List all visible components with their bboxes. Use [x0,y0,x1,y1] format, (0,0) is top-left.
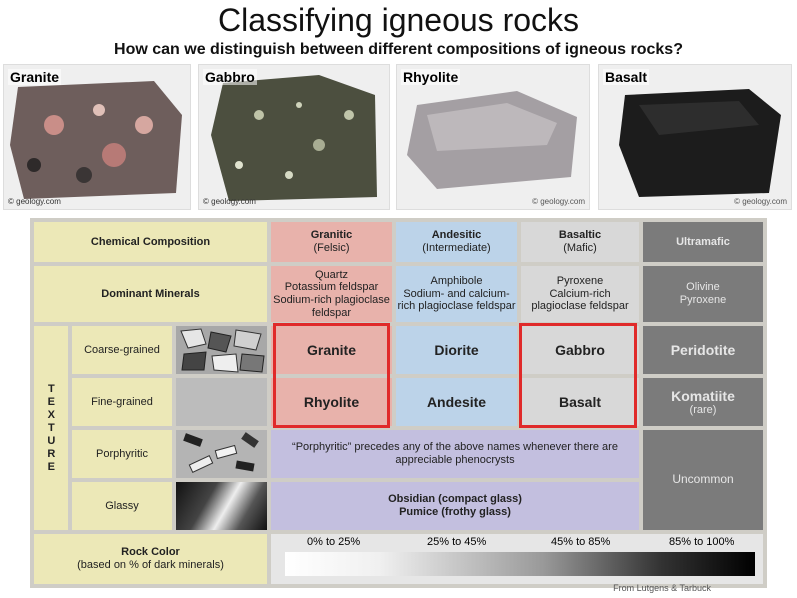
chemical-composition-header: Chemical Composition [34,222,267,262]
texture-label: TEXTURE [34,326,68,530]
felsic-highlight-box [273,323,390,428]
rock-color-title: Rock Color [121,546,180,559]
rock-color-sub: (based on % of dark minerals) [77,559,224,571]
photo-credit: © geology.com [203,197,256,206]
color-range-4: 85% to 100% [669,536,735,548]
rock-color-header: Rock Color (based on % of dark minerals) [34,534,267,584]
rock-basalt: Basalt [521,378,639,426]
porphyritic-texture-swatch [176,430,267,478]
obsidian-text: Obsidian (compact glass) [388,493,522,506]
color-range-3: 45% to 85% [551,536,611,548]
rock-komatiite: Komatiite (rare) [643,378,763,426]
photo-credit: © geology.com [8,197,61,206]
andesitic-header: Andesitic (Intermediate) [396,222,517,262]
dominant-minerals-header: Dominant Minerals [34,266,267,322]
mafic-highlight-box [519,323,637,428]
photo-credit: © geology.com [532,197,585,206]
rock-diorite: Diorite [396,326,517,374]
color-gradient-bar [285,552,755,576]
photo-label: Gabbro [203,69,257,85]
classification-table: Chemical Composition Granitic (Felsic) An… [30,218,767,588]
texture-fine: Fine-grained [72,378,172,426]
photo-label: Basalt [603,69,650,85]
texture-glassy: Glassy [72,482,172,530]
column-sub: (Mafic) [563,242,597,254]
column-sub: (Intermediate) [422,242,491,254]
page-subtitle: How can we distinguish between different… [114,41,683,58]
gabbro-photo: Gabbro © geology.com [198,64,390,210]
porphyritic-note: “Porphyritic” precedes any of the above … [271,430,639,478]
komatiite-name: Komatiite [671,387,735,404]
ultramafic-header: Ultramafic [643,222,763,262]
basaltic-header: Basaltic (Mafic) [521,222,639,262]
column-name: Andesitic [431,229,482,242]
basaltic-minerals: Pyroxene Calcium-rich plagioclase feldsp… [521,266,639,322]
photo-label: Rhyolite [401,69,461,85]
color-scale: 0% to 25% 25% to 45% 45% to 85% 85% to 1… [271,534,763,584]
rock-gabbro: Gabbro [521,326,639,374]
color-range-1: 0% to 25% [307,536,361,548]
texture-porphyritic: Porphyritic [72,430,172,478]
andesitic-minerals: Amphibole Sodium- and calcium-rich plagi… [396,266,517,322]
granitic-minerals: Quartz Potassium feldspar Sodium-rich pl… [271,266,392,322]
photo-label: Granite [8,69,62,85]
rock-peridotite: Peridotite [643,326,763,374]
photo-credit: © geology.com [734,197,787,206]
column-sub: (Felsic) [313,242,350,254]
ultramafic-minerals: Olivine Pyroxene [643,266,763,322]
fine-texture-swatch [176,378,267,426]
granite-photo: Granite © geology.com [3,64,191,210]
rhyolite-photo: Rhyolite © geology.com [396,64,590,210]
source-credit: From Lutgens & Tarbuck [613,583,711,593]
rhyolite-rock-image [407,91,577,189]
pumice-text: Pumice (frothy glass) [399,506,511,518]
uncommon-cell: Uncommon [643,430,763,530]
rock-andesite: Andesite [396,378,517,426]
coarse-texture-swatch [176,326,267,374]
column-name: Granitic [310,229,353,242]
gabbro-rock-image [211,75,377,201]
granitic-header: Granitic (Felsic) [271,222,392,262]
color-range-2: 25% to 45% [427,536,487,548]
rock-rhyolite: Rhyolite [271,378,392,426]
column-name: Basaltic [558,229,602,242]
texture-label-text: TEXTURE [45,382,58,474]
texture-coarse: Coarse-grained [72,326,172,374]
basalt-photo: Basalt © geology.com [598,64,792,210]
komatiite-note: (rare) [689,403,717,416]
rock-granite: Granite [271,326,392,374]
granite-rock-image [10,81,182,199]
basalt-rock-image [619,89,781,197]
glassy-texture-swatch [176,482,267,530]
glassy-rocks: Obsidian (compact glass) Pumice (frothy … [271,482,639,530]
page-title: Classifying igneous rocks [217,2,580,38]
